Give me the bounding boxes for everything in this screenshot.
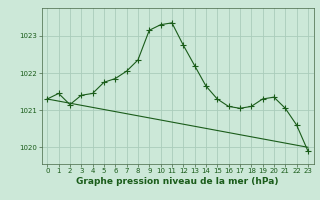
X-axis label: Graphe pression niveau de la mer (hPa): Graphe pression niveau de la mer (hPa) — [76, 177, 279, 186]
